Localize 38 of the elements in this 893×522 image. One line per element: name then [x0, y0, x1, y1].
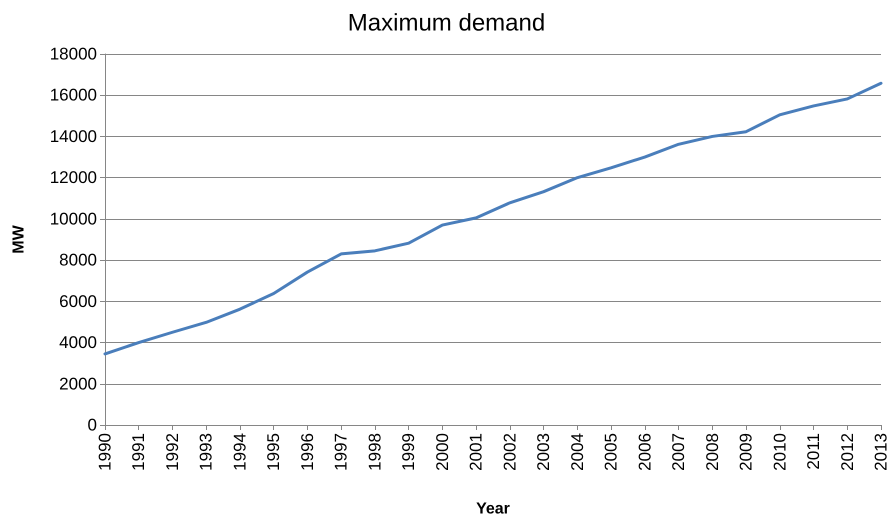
x-tick-label: 2005: [602, 433, 621, 471]
y-tick-label: 4000: [59, 333, 97, 352]
y-tick-label: 16000: [50, 86, 97, 105]
y-tick-label: 6000: [59, 292, 97, 311]
x-tick-label: 1999: [399, 433, 418, 471]
x-tick-label: 2009: [736, 433, 756, 471]
y-axis-title: MW: [10, 224, 28, 254]
x-tick-label: 2006: [635, 433, 654, 471]
y-tick-label: 8000: [59, 250, 97, 270]
x-tick-label: 1993: [196, 433, 216, 471]
x-tick-label: 2008: [702, 433, 722, 471]
x-tick-label: 2000: [432, 433, 452, 471]
x-tick-label: 1995: [264, 433, 284, 471]
y-tick-label: 10000: [50, 209, 97, 228]
line-series: [104, 82, 882, 356]
y-tick-label: 14000: [50, 126, 97, 146]
x-tick-label: 1998: [365, 433, 384, 471]
x-tick-label: 2004: [568, 433, 587, 471]
x-tick-label: 2011: [804, 433, 824, 470]
x-tick-label: 2003: [534, 433, 554, 471]
x-tick-label: 1996: [298, 433, 317, 471]
y-tick-label: 2000: [59, 374, 97, 394]
y-tick-label: 0: [88, 416, 97, 434]
x-tick-label: 2013: [872, 433, 890, 471]
x-tick-label: 1994: [230, 433, 250, 471]
x-tick-label: 2002: [500, 433, 520, 471]
x-tick-label: 1991: [129, 433, 148, 471]
x-axis-title: Year: [476, 500, 510, 518]
x-tick-label: 1992: [162, 433, 182, 471]
x-tick-label: 2007: [669, 433, 688, 471]
x-tick-label: 2012: [838, 433, 857, 471]
y-tick-label: 18000: [50, 44, 97, 64]
x-tick-label: 2001: [466, 433, 486, 471]
chart-title: Maximum demand: [348, 10, 546, 36]
x-tick-label: 2010: [770, 433, 790, 471]
y-tick-label: 12000: [50, 168, 97, 188]
x-tick-label: 1990: [96, 433, 114, 471]
x-tick-label: 1997: [332, 433, 351, 471]
